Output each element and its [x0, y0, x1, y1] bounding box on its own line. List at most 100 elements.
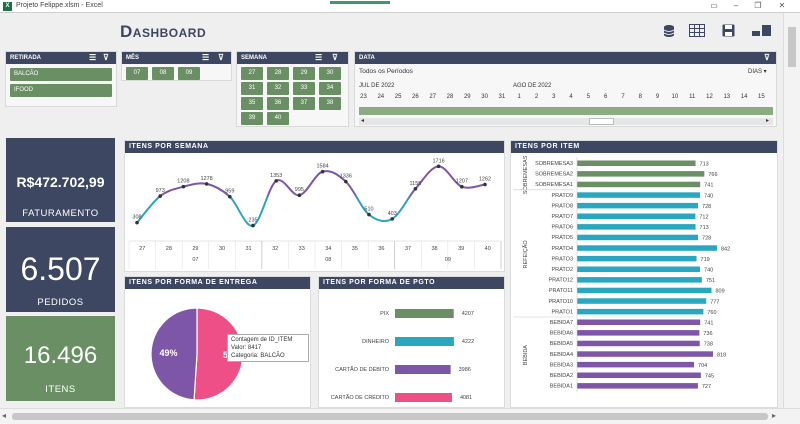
- timeline-day-label[interactable]: 29: [463, 94, 471, 100]
- database-icon[interactable]: [661, 24, 677, 38]
- pie-chart: 5 49%: [150, 307, 244, 401]
- slicer-item-balcao[interactable]: BALCÃO: [10, 68, 112, 81]
- timeline-scroll-thumb[interactable]: [589, 118, 614, 125]
- slicer-item-semana[interactable]: 32: [267, 82, 289, 95]
- slicer-item-semana[interactable]: 38: [319, 97, 341, 110]
- bar: [395, 365, 451, 374]
- timeline-day-label[interactable]: 15: [758, 94, 765, 100]
- timeline-unit-select[interactable]: DIAS ▾: [748, 69, 767, 75]
- slicer-item-semana[interactable]: 35: [241, 97, 263, 110]
- timeline-day-label[interactable]: 5: [586, 94, 591, 100]
- timeline-day-label[interactable]: 10: [671, 94, 679, 100]
- timeline-day-label[interactable]: 24: [377, 94, 385, 100]
- timeline-day-label[interactable]: 28: [446, 94, 454, 100]
- minimize-icon[interactable]: –: [733, 1, 739, 10]
- slicer-item-mes[interactable]: 07: [126, 67, 148, 80]
- multiselect-icon[interactable]: ☰: [89, 53, 97, 62]
- bar: [395, 393, 452, 402]
- slicer-item-semana[interactable]: 29: [293, 67, 315, 80]
- clear-filter-icon[interactable]: ⊽: [218, 53, 224, 62]
- slicer-retirada: RETIRADA ☰ ⊽ BALCÃO IFOOD: [5, 51, 117, 107]
- timeline-day-label[interactable]: 31: [498, 94, 506, 100]
- slicer-item-ifood[interactable]: IFOOD: [10, 84, 112, 97]
- timeline-day-label[interactable]: 9: [655, 94, 660, 100]
- timeline-day-label[interactable]: 26: [412, 94, 419, 100]
- category-label: PRATO12: [548, 278, 573, 284]
- panel-forma-entrega: ITENS POR FORMA DE ENTREGA 5 49% Contagem…: [124, 276, 311, 408]
- slicer-mes: MÊS ☰ ⊽ 07 08 09: [121, 51, 232, 81]
- slicer-item-mes[interactable]: 09: [178, 67, 200, 80]
- timeline-day-label[interactable]: 13: [723, 94, 731, 100]
- timeline-day-label[interactable]: 11: [689, 94, 696, 100]
- layout-icon[interactable]: [752, 24, 771, 38]
- ribbon-display-icon[interactable]: ▭: [710, 1, 718, 10]
- slicer-item-semana[interactable]: 31: [241, 82, 263, 95]
- x-tick-label: 40: [485, 246, 491, 252]
- scroll-thumb[interactable]: [12, 413, 768, 420]
- scroll-right-icon[interactable]: ▸: [772, 411, 777, 420]
- clear-filter-icon[interactable]: ⊽: [103, 53, 109, 62]
- table-icon[interactable]: [689, 24, 705, 38]
- timeline-day-label[interactable]: 8: [638, 94, 642, 100]
- data-label: 741: [704, 321, 713, 327]
- slicer-item-semana[interactable]: 39: [241, 112, 263, 125]
- timeline-day-label[interactable]: 25: [394, 94, 402, 100]
- clear-filter-icon[interactable]: ⊽: [332, 53, 338, 62]
- kpi-itens: 16.496 ITENS: [6, 316, 115, 401]
- timeline-day-label[interactable]: 30: [481, 94, 488, 100]
- timeline-day-label[interactable]: 3: [552, 94, 556, 100]
- slicer-item-semana[interactable]: 30: [319, 67, 341, 80]
- timeline-data: DATA ⊽ Todos os Períodos DIAS ▾ JUL DE 2…: [354, 51, 777, 127]
- slicer-item-mes[interactable]: 08: [152, 67, 174, 80]
- bar-chart: SOBREMESA3 713 SOBREMESA2 766 SOBREMESA1 741 S…: [513, 155, 730, 393]
- bar: [577, 330, 700, 336]
- slicer-item-semana[interactable]: 34: [319, 82, 341, 95]
- chart-title: ITENS POR FORMA DE ENTREGA: [125, 277, 310, 289]
- horizontal-scrollbar[interactable]: ◂ ▸: [0, 408, 800, 424]
- slicer-item-semana[interactable]: 36: [267, 97, 289, 110]
- close-icon[interactable]: ✕: [778, 1, 786, 10]
- bar: [577, 192, 701, 198]
- slicer-item-semana[interactable]: 27: [241, 67, 263, 80]
- bar: [577, 245, 717, 251]
- timeline-day-label[interactable]: 4: [569, 94, 573, 100]
- timeline-day-label[interactable]: 6: [604, 94, 608, 100]
- clear-filter-icon[interactable]: ⊽: [764, 53, 770, 62]
- timeline-day-label[interactable]: 27: [429, 94, 437, 100]
- timeline-day-label[interactable]: 7: [621, 94, 625, 100]
- save-icon[interactable]: [720, 24, 736, 38]
- category-label: PRATO4: [552, 246, 574, 252]
- vertical-scrollbar[interactable]: [783, 13, 800, 408]
- excel-app-icon: X: [3, 2, 12, 11]
- data-label: 1262: [479, 177, 491, 183]
- slicer-item-semana[interactable]: 33: [293, 82, 315, 95]
- multiselect-icon[interactable]: ☰: [202, 53, 210, 62]
- data-label: 4081: [460, 395, 472, 401]
- slicer-semana: SEMANA ☰ ⊽ 27 28 29 30 31 32 33 34 35 36 37 38 39 40: [236, 51, 349, 127]
- timeline-day-label[interactable]: 1: [517, 94, 521, 100]
- bar: [577, 351, 714, 357]
- slicer-item-semana[interactable]: 37: [293, 97, 315, 110]
- slicer-item-semana[interactable]: 40: [267, 112, 289, 125]
- timeline-day-label[interactable]: 2: [534, 94, 539, 100]
- category-label: PRATO6: [552, 225, 574, 231]
- panel-forma-pgto: ITENS POR FORMA DE PGTO PIX 4207 DINHEIRO 4…: [318, 276, 505, 408]
- timeline-scrollbar[interactable]: ◂ ▸: [359, 118, 773, 125]
- data-label: 1716: [432, 158, 444, 164]
- timeline-day-label[interactable]: 14: [740, 94, 748, 100]
- data-label: 995: [295, 187, 304, 193]
- data-label: 777: [710, 299, 719, 305]
- scroll-thumb[interactable]: [788, 27, 796, 67]
- category-label: BEBIDA4: [550, 352, 573, 358]
- scroll-left-icon[interactable]: ◂: [2, 411, 7, 420]
- slicer-title: SEMANA: [241, 55, 268, 61]
- timeline-day-label[interactable]: 23: [360, 94, 367, 100]
- multiselect-icon[interactable]: ☰: [315, 53, 323, 62]
- x-tick-label: 30: [219, 246, 225, 252]
- tooltip-line: Categoria: BALCÃO: [231, 353, 285, 359]
- category-label: PRATO11: [549, 288, 573, 294]
- timeline-range-bar[interactable]: [359, 107, 773, 115]
- slicer-item-semana[interactable]: 28: [267, 67, 289, 80]
- restore-icon[interactable]: ❐: [754, 1, 762, 10]
- timeline-day-label[interactable]: 12: [706, 94, 713, 100]
